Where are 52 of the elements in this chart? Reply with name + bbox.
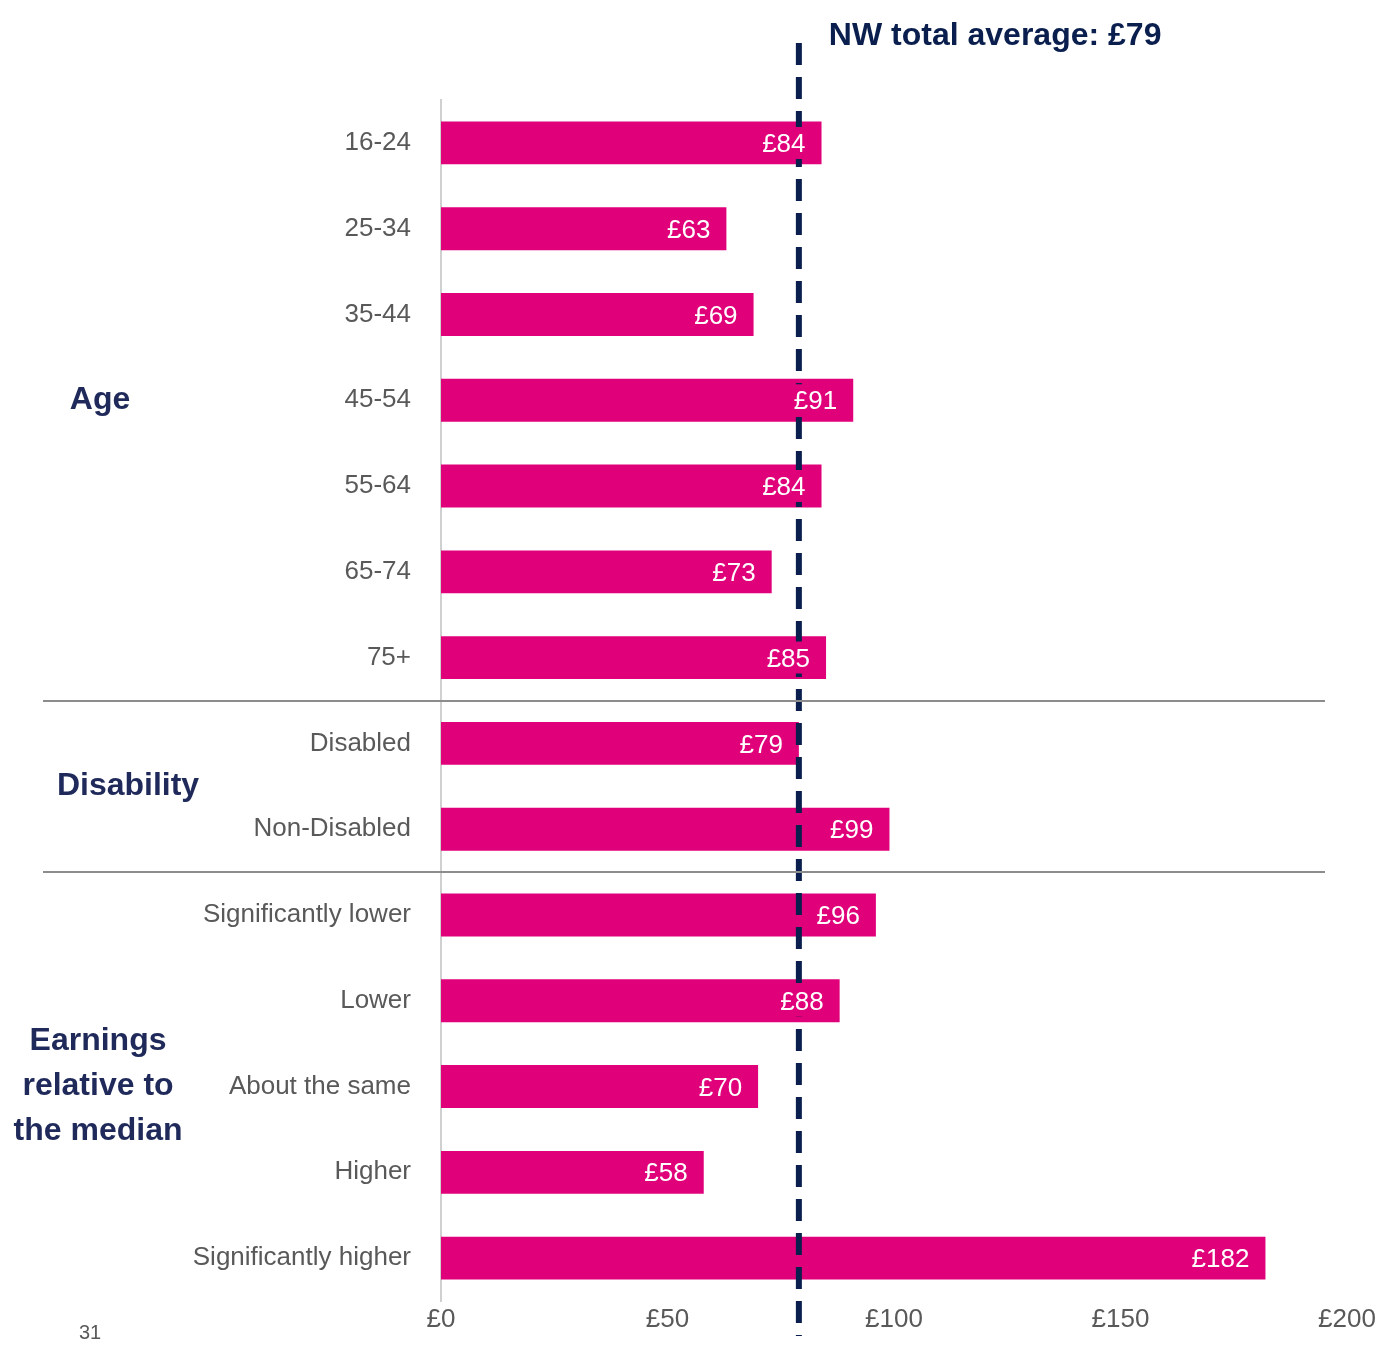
bar: [441, 979, 840, 1023]
y-tick-label: Lower: [340, 983, 412, 1014]
bar: [441, 464, 822, 508]
x-tick-label: £50: [645, 1302, 690, 1333]
text: Earnings relative to the median: [13, 1021, 183, 1148]
data-label: £88: [780, 985, 824, 1016]
y-tick-label: 75+: [366, 640, 411, 671]
x-tick-label: £200: [1318, 1302, 1376, 1333]
bar: [441, 293, 754, 336]
text: Disability: [56, 766, 200, 803]
bar: [441, 721, 799, 765]
bar: [441, 893, 876, 937]
data-label: £85: [766, 642, 811, 673]
data-label: £182: [1191, 1243, 1250, 1274]
data-label: £96: [816, 900, 860, 931]
y-tick-label: About the same: [228, 1069, 411, 1100]
bar: [441, 121, 822, 165]
bar: [441, 378, 854, 422]
y-tick-label: 16-24: [344, 126, 411, 157]
bar: [441, 807, 890, 851]
data-label: £63: [667, 213, 711, 244]
bar: [441, 1236, 1266, 1280]
y-tick-label: Higher: [334, 1155, 412, 1186]
ref-line-label: NW total average: £79: [828, 15, 1162, 52]
x-tick-label: £150: [1091, 1302, 1150, 1333]
data-label: £69: [694, 299, 738, 330]
text: Age: [69, 380, 131, 417]
y-tick-label: 65-74: [344, 554, 411, 585]
y-tick-label: Disabled: [309, 726, 411, 757]
data-label: £79: [739, 728, 783, 759]
data-label: £58: [644, 1157, 688, 1188]
y-tick-label: 25-34: [344, 211, 411, 242]
data-label: £84: [762, 471, 806, 502]
data-label: £73: [712, 556, 756, 587]
x-tick-label: £100: [865, 1302, 923, 1333]
y-tick-label: 35-44: [344, 297, 411, 328]
text: 31: [78, 1320, 102, 1343]
y-tick-label: Significantly lower: [202, 898, 412, 929]
data-label: £70: [698, 1071, 743, 1102]
y-tick-label: 45-54: [344, 383, 411, 414]
y-tick-label: Non-Disabled: [253, 812, 411, 843]
data-label: £91: [793, 385, 838, 416]
bar: [441, 207, 727, 251]
y-tick-label: 55-64: [344, 469, 411, 500]
bar: [441, 636, 827, 680]
bar: [441, 1065, 759, 1108]
bar: [441, 1150, 704, 1194]
y-tick-label: Significantly higher: [192, 1241, 412, 1272]
data-label: £99: [830, 814, 874, 845]
data-label: £84: [762, 128, 806, 159]
bar: [441, 550, 772, 594]
x-tick-label: £0: [426, 1302, 456, 1333]
